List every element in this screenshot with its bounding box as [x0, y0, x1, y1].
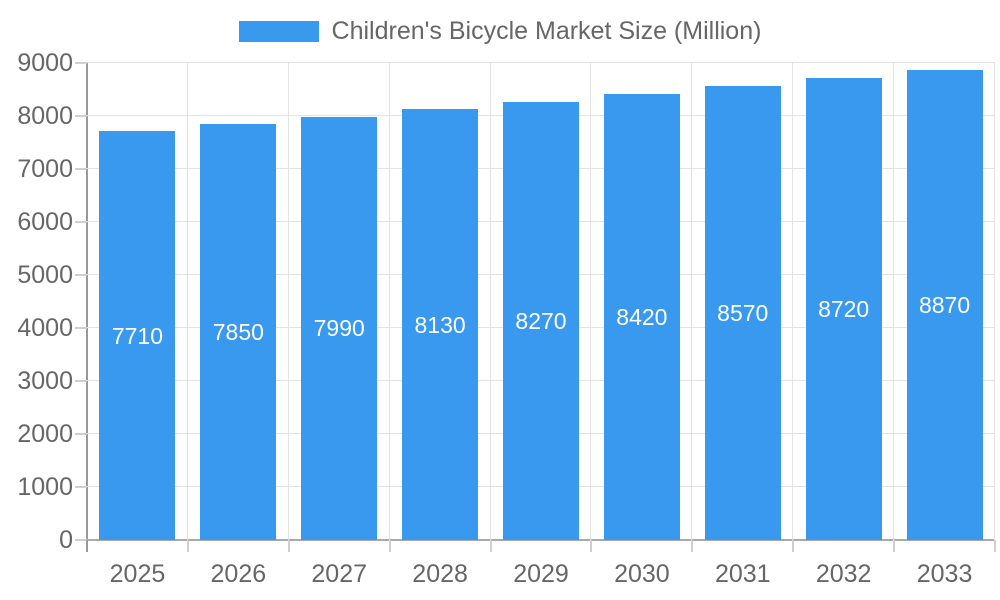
bar-value-label: 8870 — [918, 291, 971, 318]
y-axis-tick-label: 6000 — [17, 208, 73, 236]
x-axis-line — [87, 539, 995, 541]
bar-value-label: 7850 — [212, 318, 264, 345]
x-tick-mark — [792, 540, 795, 552]
bar-value-label: 8270 — [515, 307, 567, 334]
y-axis-tick-label: 8000 — [17, 102, 73, 130]
bar-2026 — [200, 123, 277, 540]
x-axis-tick-label: 2027 — [311, 560, 368, 588]
bar-2032 — [805, 77, 882, 540]
y-axis-tick-label: 3000 — [17, 367, 73, 395]
x-axis-tick-label: 2032 — [815, 560, 872, 588]
y-tick-mark — [75, 168, 87, 170]
y-tick-mark — [75, 274, 87, 276]
bar-value-label: 8570 — [717, 299, 769, 326]
y-tick-mark — [75, 221, 87, 223]
legend-item[interactable]: Children's Bicycle Market Size (Million) — [238, 16, 762, 46]
x-gridline — [186, 63, 188, 540]
x-axis-tick-label: 2028 — [412, 560, 468, 588]
x-axis-tick-label: 2029 — [513, 560, 569, 588]
x-axis-tick-label: 2026 — [210, 560, 267, 588]
bar-2028 — [402, 109, 479, 540]
plot-area: 0 1000 2000 3000 4000 5000 6000 7000 8000 9000 771… — [17, 49, 996, 588]
bar-2029 — [503, 101, 579, 540]
y-axis-tick-label: 5000 — [17, 261, 73, 289]
bar-value-label: 8420 — [616, 303, 668, 330]
bar-2031 — [704, 85, 781, 540]
y-gridline — [87, 62, 995, 63]
x-gridline — [590, 63, 592, 540]
chart-legend: Children's Bicycle Market Size (Million) — [0, 14, 1000, 48]
y-axis-tick-label: 4000 — [17, 314, 73, 342]
bar-value-label: 7710 — [111, 322, 164, 349]
x-gridline — [388, 63, 390, 540]
x-axis-tick-label: 2033 — [916, 560, 973, 588]
x-gridline — [893, 63, 895, 540]
bar-value-label: 7990 — [313, 315, 365, 342]
x-gridline — [792, 63, 794, 540]
x-gridline — [287, 63, 289, 540]
y-axis-tick-label: 2000 — [17, 420, 73, 448]
y-axis-tick-label: 1000 — [17, 473, 73, 501]
x-tick-mark — [994, 540, 996, 552]
y-tick-mark — [75, 539, 87, 541]
y-tick-mark — [75, 486, 87, 488]
y-tick-mark — [75, 380, 87, 382]
y-tick-mark — [75, 433, 87, 435]
bar-2030 — [603, 93, 680, 540]
x-gridline — [994, 63, 995, 540]
bar-2033 — [906, 69, 983, 540]
x-axis-tick-label: 2030 — [614, 560, 670, 588]
legend-label: Children's Bicycle Market Size (Million) — [331, 16, 762, 45]
x-tick-mark — [186, 540, 189, 552]
x-tick-mark — [287, 540, 290, 552]
x-tick-mark — [388, 540, 391, 552]
x-gridline — [489, 63, 491, 540]
y-axis-tick-label: 7000 — [17, 155, 73, 183]
x-tick-mark — [489, 540, 492, 552]
y-axis-tick-label: 9000 — [17, 49, 73, 77]
x-tick-mark — [86, 540, 88, 552]
bar-2025 — [99, 131, 176, 540]
x-axis-tick-label: 2031 — [714, 560, 771, 588]
legend-swatch — [238, 20, 319, 42]
x-tick-mark — [590, 540, 593, 552]
x-gridline — [691, 63, 693, 540]
y-tick-mark — [75, 327, 87, 329]
x-tick-mark — [893, 540, 896, 552]
bar-2027 — [301, 116, 378, 540]
y-tick-mark — [75, 62, 87, 64]
y-axis-line — [86, 63, 88, 552]
bar-value-label: 8720 — [818, 295, 870, 322]
y-tick-mark — [75, 115, 87, 117]
y-axis-tick-label: 0 — [59, 526, 73, 554]
x-tick-mark — [691, 540, 694, 552]
bar-value-label: 8130 — [414, 311, 466, 338]
x-axis-tick-label: 2025 — [109, 560, 166, 588]
